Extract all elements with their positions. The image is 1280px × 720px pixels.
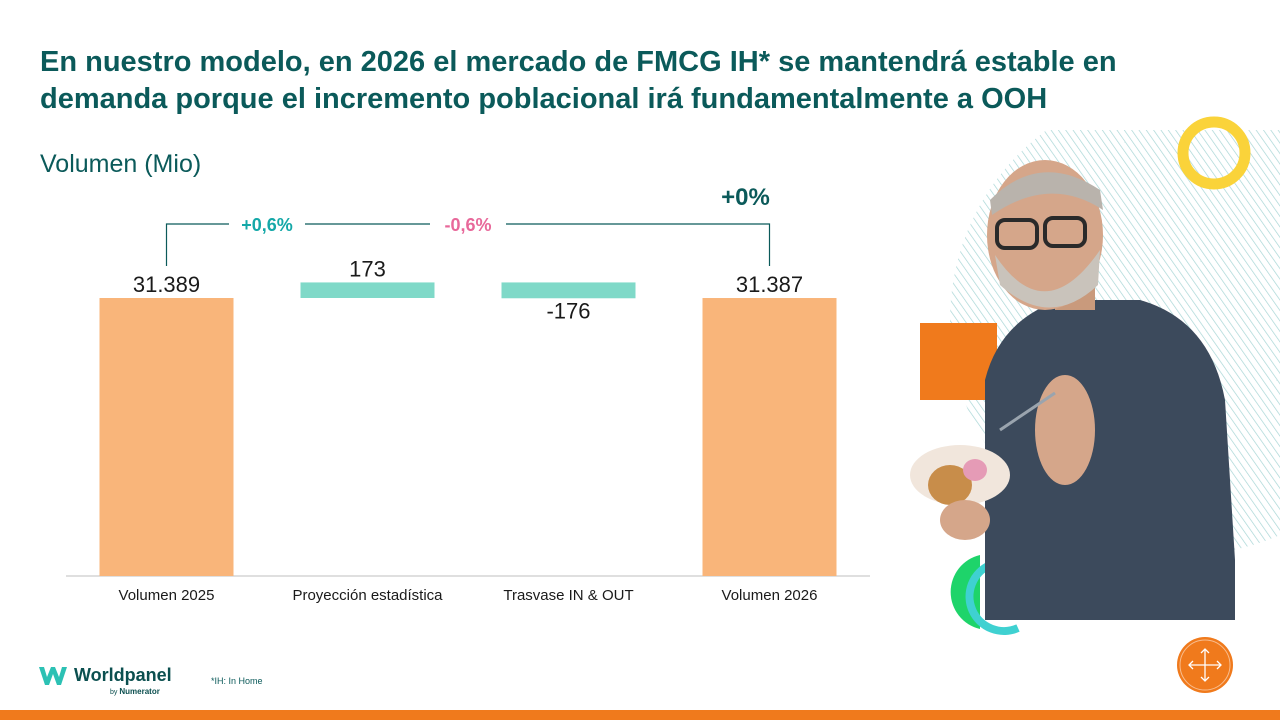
category-label-3: Volumen 2026 xyxy=(722,587,818,604)
growth-annotation-1: -0,6% xyxy=(444,215,491,235)
slide-title: En nuestro modelo, en 2026 el mercado de… xyxy=(40,46,1117,115)
value-label-0: 31.389 xyxy=(133,272,200,297)
bottom-accent-bar xyxy=(0,710,1280,720)
bridge-bar-2 xyxy=(501,282,636,299)
category-label-2: Trasvase IN & OUT xyxy=(503,587,633,604)
bar-3 xyxy=(702,298,837,576)
value-label-1: 173 xyxy=(349,256,386,281)
growth-annotation-0: +0,6% xyxy=(241,215,293,235)
bridge-bar-1 xyxy=(300,282,435,298)
waterfall-chart: 31.389 173 -176 31.387 Volumen 2025 Proyecció… xyxy=(66,184,870,604)
orange-square-decoration xyxy=(920,323,997,400)
total-change-annotation: +0% xyxy=(721,184,770,211)
worldpanel-logo-icon xyxy=(39,667,67,685)
yellow-ring-decoration xyxy=(1177,116,1251,190)
category-label-0: Volumen 2025 xyxy=(119,587,215,604)
cyan-arc-decoration xyxy=(965,561,1020,635)
move-arrows-icon xyxy=(1179,639,1231,691)
value-label-3: 31.387 xyxy=(736,272,803,297)
value-label-2: -176 xyxy=(546,298,590,323)
move-nav-button[interactable] xyxy=(1177,637,1233,693)
brand-byline: by Numerator xyxy=(110,687,160,696)
person-illustration xyxy=(910,160,1235,620)
chart-unit-label: Volumen (Mio) xyxy=(40,150,202,178)
bar-0 xyxy=(99,298,234,576)
footnote: *IH: In Home xyxy=(211,676,263,686)
annotation-bg-0 xyxy=(229,211,305,237)
brand-name: Worldpanel xyxy=(74,665,172,685)
category-label-1: Proyección estadística xyxy=(292,587,443,604)
annotation-bg-1 xyxy=(430,211,506,237)
